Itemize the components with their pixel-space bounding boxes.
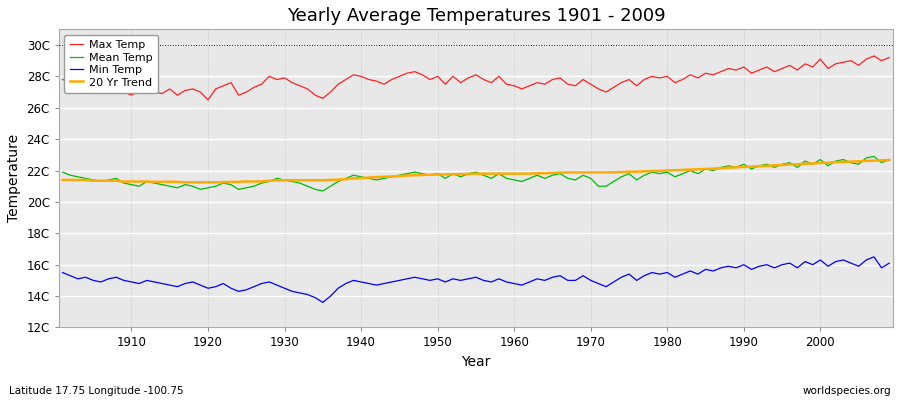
Max Temp	[517, 86, 527, 91]
Mean Temp	[58, 170, 68, 174]
20 Yr Trend	[58, 178, 68, 182]
20 Yr Trend	[294, 178, 305, 183]
20 Yr Trend	[608, 170, 619, 175]
Y-axis label: Temperature: Temperature	[7, 134, 21, 222]
Mean Temp	[119, 181, 130, 186]
20 Yr Trend	[340, 177, 351, 182]
Line: Max Temp: Max Temp	[63, 56, 889, 100]
Text: worldspecies.org: worldspecies.org	[803, 386, 891, 396]
Mean Temp	[508, 178, 519, 182]
Min Temp	[508, 281, 519, 286]
Min Temp	[517, 283, 527, 288]
20 Yr Trend	[517, 171, 527, 176]
Min Temp	[318, 300, 328, 305]
Max Temp	[119, 90, 130, 94]
X-axis label: Year: Year	[461, 355, 491, 369]
Min Temp	[884, 261, 895, 266]
Min Temp	[340, 281, 351, 286]
Line: Mean Temp: Mean Temp	[63, 156, 889, 191]
Max Temp	[508, 83, 519, 88]
Min Temp	[287, 289, 298, 294]
Mean Temp	[318, 188, 328, 193]
Min Temp	[608, 280, 619, 284]
Max Temp	[884, 55, 895, 60]
Mean Temp	[340, 176, 351, 181]
Min Temp	[868, 254, 879, 259]
Max Temp	[202, 98, 213, 102]
Max Temp	[294, 83, 305, 88]
Max Temp	[868, 54, 879, 58]
20 Yr Trend	[884, 158, 895, 162]
20 Yr Trend	[180, 180, 191, 185]
Legend: Max Temp, Mean Temp, Min Temp, 20 Yr Trend: Max Temp, Mean Temp, Min Temp, 20 Yr Tre…	[64, 35, 158, 93]
Mean Temp	[517, 179, 527, 184]
Title: Yearly Average Temperatures 1901 - 2009: Yearly Average Temperatures 1901 - 2009	[286, 7, 665, 25]
Line: Min Temp: Min Temp	[63, 257, 889, 302]
20 Yr Trend	[119, 179, 130, 184]
Mean Temp	[868, 154, 879, 159]
Max Temp	[340, 77, 351, 82]
Mean Temp	[287, 179, 298, 184]
Mean Temp	[884, 157, 895, 162]
Min Temp	[58, 270, 68, 275]
Min Temp	[119, 278, 130, 283]
Text: Latitude 17.75 Longitude -100.75: Latitude 17.75 Longitude -100.75	[9, 386, 184, 396]
Max Temp	[608, 85, 619, 90]
Max Temp	[58, 77, 68, 82]
Mean Temp	[608, 179, 619, 184]
20 Yr Trend	[508, 171, 519, 176]
Line: 20 Yr Trend: 20 Yr Trend	[63, 160, 889, 182]
